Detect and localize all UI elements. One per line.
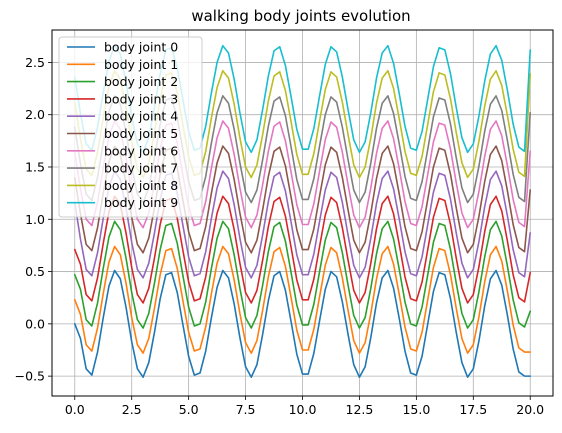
legend-label-0: body joint 0 bbox=[104, 40, 178, 55]
x-tick-label: 20.0 bbox=[516, 402, 544, 417]
x-tick-label: 7.5 bbox=[236, 402, 256, 417]
series-line-2 bbox=[73, 220, 532, 329]
chart-title: walking body joints evolution bbox=[191, 7, 410, 25]
legend-label-5: body joint 5 bbox=[104, 126, 178, 141]
x-tick-label: 0.0 bbox=[65, 402, 85, 417]
y-tick-label: 1.0 bbox=[25, 212, 45, 227]
legend-label-9: body joint 9 bbox=[104, 195, 178, 210]
legend-label-2: body joint 2 bbox=[104, 74, 178, 89]
y-tick-label: 2.0 bbox=[25, 107, 45, 122]
x-tick-label: 10.0 bbox=[289, 402, 317, 417]
y-tick-label: −0.5 bbox=[15, 369, 45, 384]
x-tick-label: 12.5 bbox=[346, 402, 374, 417]
grid-lines bbox=[52, 30, 553, 396]
series-line-4 bbox=[73, 170, 532, 279]
legend: body joint 0 body joint 1 body joint 2 body… bbox=[58, 36, 203, 218]
x-tick-label: 15.0 bbox=[402, 402, 430, 417]
x-tick-label: 5.0 bbox=[179, 402, 199, 417]
y-tick-label: 2.5 bbox=[25, 55, 45, 70]
legend-label-6: body joint 6 bbox=[104, 143, 178, 158]
series-line-0 bbox=[73, 269, 532, 378]
legend-label-8: body joint 8 bbox=[104, 178, 178, 193]
legend-label-1: body joint 1 bbox=[104, 57, 178, 72]
y-tick-label: 0.5 bbox=[25, 264, 45, 279]
series-line-1 bbox=[73, 245, 532, 354]
legend-label-7: body joint 7 bbox=[104, 161, 178, 176]
legend-label-3: body joint 3 bbox=[104, 91, 178, 106]
y-axis-ticks: −0.5 0.0 0.5 1.0 1.5 2.0 2.5 bbox=[15, 55, 52, 384]
series-line-3 bbox=[73, 195, 532, 304]
x-tick-label: 2.5 bbox=[122, 402, 142, 417]
y-tick-label: 1.5 bbox=[25, 159, 45, 174]
legend-label-4: body joint 4 bbox=[104, 109, 178, 124]
y-tick-label: 0.0 bbox=[25, 316, 45, 331]
x-axis-ticks: 0.0 2.5 5.0 7.5 10.0 12.5 15.0 17.5 20.0 bbox=[65, 396, 544, 417]
series-line-5 bbox=[73, 145, 532, 254]
x-tick-label: 17.5 bbox=[459, 402, 487, 417]
